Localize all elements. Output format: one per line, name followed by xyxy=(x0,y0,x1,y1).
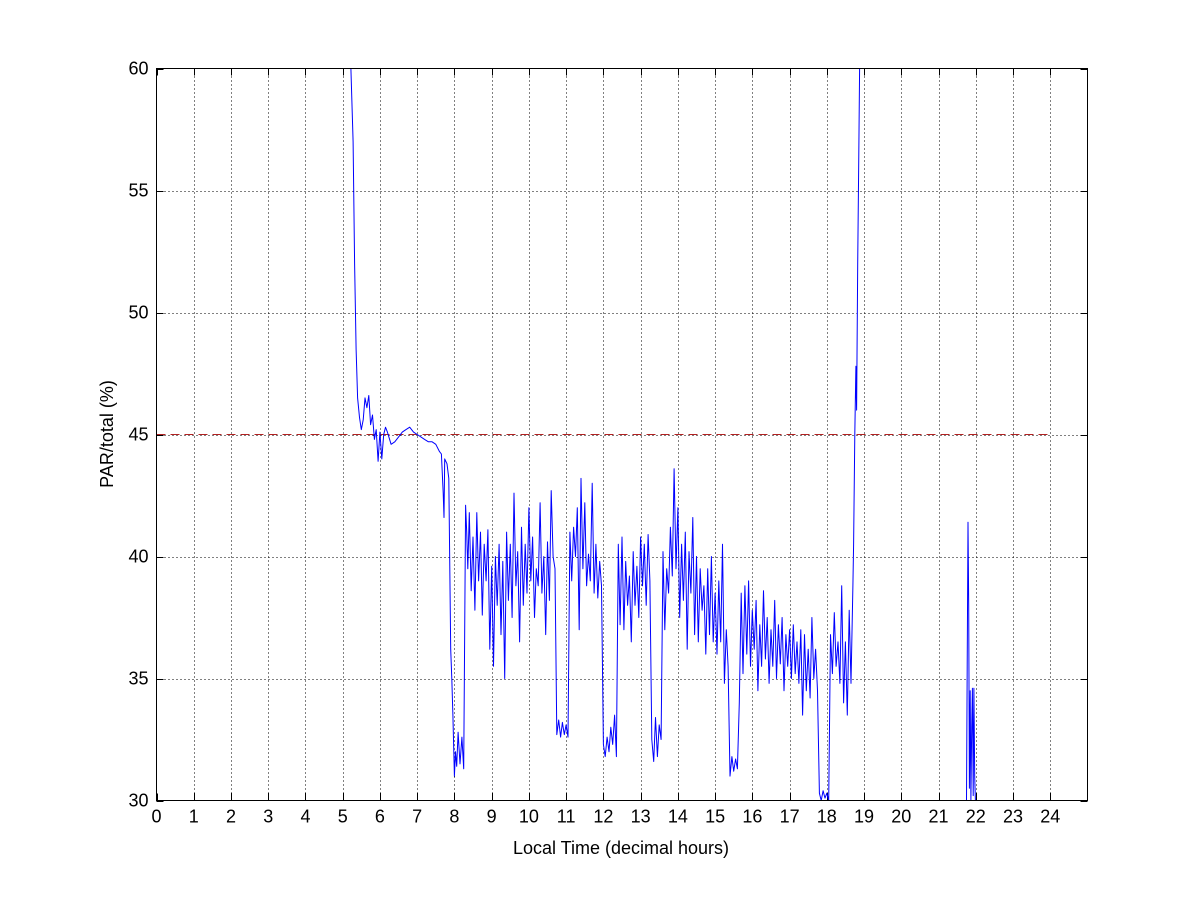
x-tick-label: 22 xyxy=(966,807,986,827)
y-tick-label: 40 xyxy=(128,547,148,567)
x-tick-label: 0 xyxy=(151,807,161,827)
x-tick-label: 21 xyxy=(929,807,949,827)
x-tick-label: 19 xyxy=(854,807,874,827)
y-tick-label: 30 xyxy=(128,791,148,811)
x-tick-label: 3 xyxy=(263,807,273,827)
series-line xyxy=(966,521,976,801)
x-tick-label: 24 xyxy=(1040,807,1060,827)
x-tick-label: 10 xyxy=(519,807,539,827)
x-tick-label: 11 xyxy=(557,807,576,827)
y-tick-labels: 30 35 40 45 50 55 60 xyxy=(128,59,148,811)
y-tick-label: 55 xyxy=(128,181,148,201)
series-line xyxy=(350,68,861,801)
x-tick-label: 15 xyxy=(705,807,725,827)
x-tick-label: 18 xyxy=(817,807,837,827)
x-tick-label: 6 xyxy=(375,807,385,827)
x-tick-label: 20 xyxy=(891,807,911,827)
x-tick-label: 14 xyxy=(668,807,688,827)
x-tick-label: 7 xyxy=(412,807,422,827)
y-tick-label: 50 xyxy=(128,303,148,323)
x-tick-label: 9 xyxy=(487,807,497,827)
plot-frame xyxy=(156,68,1088,801)
x-tick-label: 2 xyxy=(226,807,236,827)
y-axis-label: PAR/total (%) xyxy=(97,380,117,488)
x-tick-label: 8 xyxy=(449,807,459,827)
x-tick-label: 13 xyxy=(631,807,651,827)
x-tick-label: 12 xyxy=(593,807,613,827)
x-tick-label: 16 xyxy=(742,807,762,827)
x-axis-label: Local Time (decimal hours) xyxy=(513,838,729,858)
y-tick-label: 35 xyxy=(128,669,148,689)
x-tick-label: 23 xyxy=(1003,807,1023,827)
y-tick-label: 45 xyxy=(128,425,148,445)
x-tick-label: 4 xyxy=(300,807,310,827)
x-tick-labels: 0 1 2 3 4 5 6 7 8 9 10 11 12 13 14 15 16 17 18 19 20 21 22 23 24 xyxy=(151,807,1060,827)
x-tick-label: 17 xyxy=(780,807,800,827)
axis-ticks xyxy=(156,68,1088,802)
x-tick-label: 1 xyxy=(189,807,199,827)
y-tick-label: 60 xyxy=(128,59,148,79)
x-tick-label: 5 xyxy=(338,807,348,827)
